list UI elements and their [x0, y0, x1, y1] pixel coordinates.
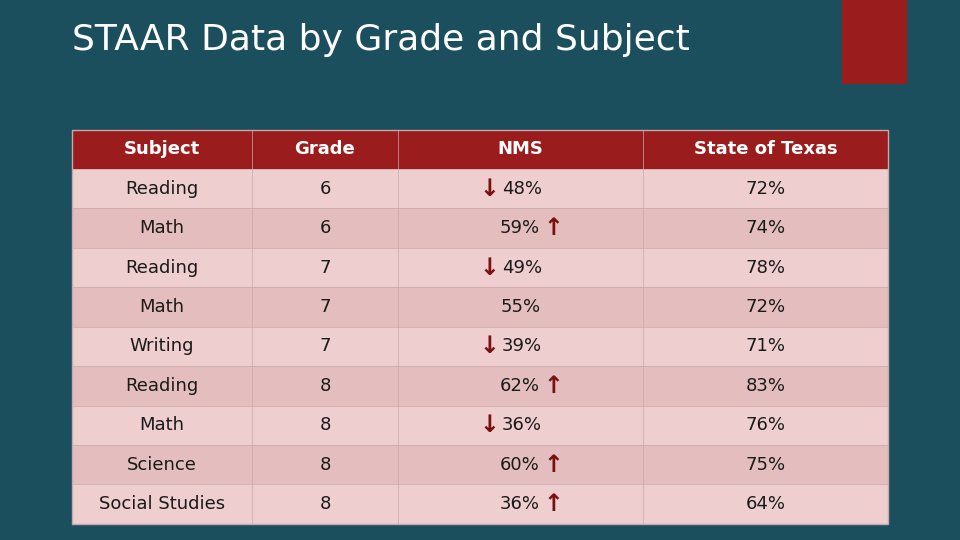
- Bar: [72, 287, 888, 327]
- Bar: [72, 484, 888, 524]
- Text: ↑: ↑: [543, 453, 563, 477]
- Text: 8: 8: [320, 495, 330, 513]
- Bar: [72, 208, 888, 248]
- Text: 7: 7: [320, 259, 330, 276]
- Text: 62%: 62%: [499, 377, 540, 395]
- Text: Reading: Reading: [125, 180, 199, 198]
- Bar: [72, 445, 888, 484]
- Text: 7: 7: [320, 338, 330, 355]
- Text: 48%: 48%: [501, 180, 541, 198]
- Text: 72%: 72%: [746, 180, 785, 198]
- Text: 60%: 60%: [499, 456, 540, 474]
- Bar: [72, 366, 888, 406]
- Text: NMS: NMS: [498, 140, 543, 158]
- Text: ↑: ↑: [543, 374, 563, 398]
- Text: 76%: 76%: [746, 416, 785, 434]
- Text: 36%: 36%: [499, 495, 540, 513]
- Text: 55%: 55%: [501, 298, 540, 316]
- Text: 74%: 74%: [746, 219, 785, 237]
- Text: ↓: ↓: [480, 413, 499, 437]
- Text: ↑: ↑: [543, 492, 563, 516]
- Text: ↓: ↓: [480, 255, 499, 280]
- Bar: [72, 406, 888, 445]
- Text: 75%: 75%: [746, 456, 785, 474]
- Bar: [72, 248, 888, 287]
- Text: 72%: 72%: [746, 298, 785, 316]
- Text: Writing: Writing: [130, 338, 194, 355]
- Bar: [72, 130, 888, 524]
- Text: 78%: 78%: [746, 259, 785, 276]
- Text: ↑: ↑: [543, 216, 563, 240]
- Text: 8: 8: [320, 377, 330, 395]
- Text: 59%: 59%: [499, 219, 540, 237]
- Text: State of Texas: State of Texas: [694, 140, 837, 158]
- Text: Math: Math: [139, 219, 184, 237]
- Text: 71%: 71%: [746, 338, 785, 355]
- Text: ↓: ↓: [480, 177, 499, 201]
- Bar: [72, 169, 888, 208]
- Text: 6: 6: [320, 180, 330, 198]
- Text: Math: Math: [139, 416, 184, 434]
- Text: 39%: 39%: [501, 338, 541, 355]
- Text: 8: 8: [320, 416, 330, 434]
- Text: 64%: 64%: [746, 495, 785, 513]
- Text: 7: 7: [320, 298, 330, 316]
- Bar: [72, 130, 888, 169]
- Text: 49%: 49%: [501, 259, 541, 276]
- Text: ↓: ↓: [480, 334, 499, 359]
- Text: Grade: Grade: [295, 140, 355, 158]
- Bar: [72, 327, 888, 366]
- Text: Math: Math: [139, 298, 184, 316]
- Text: 83%: 83%: [746, 377, 785, 395]
- Text: Social Studies: Social Studies: [99, 495, 225, 513]
- Text: Reading: Reading: [125, 377, 199, 395]
- Text: Science: Science: [127, 456, 197, 474]
- Text: 6: 6: [320, 219, 330, 237]
- Text: 36%: 36%: [501, 416, 541, 434]
- Text: Subject: Subject: [124, 140, 200, 158]
- Bar: [842, 0, 907, 84]
- Text: 8: 8: [320, 456, 330, 474]
- Text: STAAR Data by Grade and Subject: STAAR Data by Grade and Subject: [72, 23, 690, 57]
- Text: Reading: Reading: [125, 259, 199, 276]
